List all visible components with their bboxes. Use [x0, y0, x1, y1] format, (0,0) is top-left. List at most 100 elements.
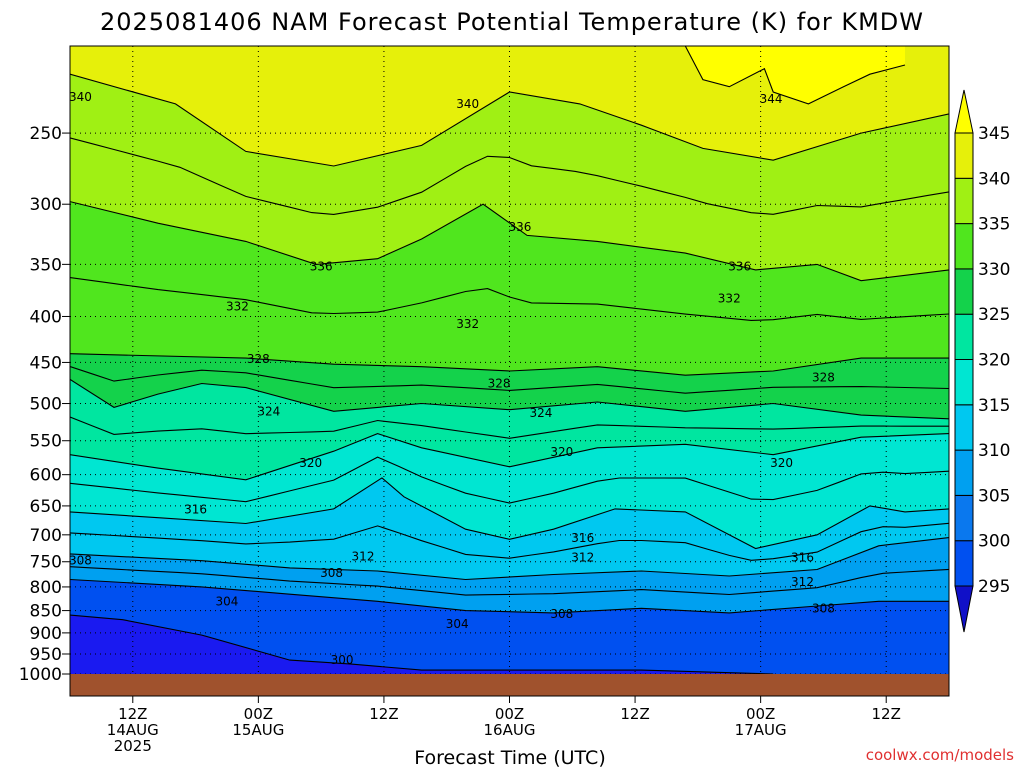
- colorbar-label: 345: [978, 124, 1010, 144]
- band-fill-below-300: [70, 615, 774, 674]
- colorbar-label: 325: [978, 305, 1010, 325]
- colorbar-label: 335: [978, 215, 1010, 235]
- y-tick-label: 550: [30, 432, 62, 452]
- x-tick-label: 12Z: [620, 705, 649, 723]
- y-tick-label: 950: [30, 645, 62, 665]
- isoline-325: [70, 378, 949, 420]
- colorbar-label: 300: [978, 532, 1010, 552]
- colorbar-label: 310: [978, 441, 1010, 461]
- x-tick-label: 00Z: [746, 705, 775, 723]
- colorbar-segment-340: [954, 132, 974, 179]
- y-tick-label: 350: [30, 255, 62, 275]
- isoline-337: [70, 137, 949, 215]
- colorbar-segment-above-345: [954, 89, 974, 134]
- x-tick-label: 2025: [114, 737, 152, 755]
- contour-label: 332: [456, 317, 479, 331]
- contour-label: 308: [69, 554, 92, 568]
- x-tick-label: 00Z: [495, 705, 524, 723]
- colorbar-label: 295: [978, 577, 1010, 597]
- contour-label: 304: [446, 617, 469, 631]
- isoline-307: [70, 566, 949, 596]
- contour-label: 320: [770, 456, 793, 470]
- chart-title: 2025081406 NAM Forecast Potential Temper…: [100, 8, 924, 36]
- contour-label: 316: [571, 531, 594, 545]
- isoline-335: [70, 201, 949, 282]
- isoline-340: [70, 73, 949, 167]
- y-tick-label: 900: [30, 624, 62, 644]
- colorbar-segment-300: [954, 494, 974, 542]
- contour-label: 336: [310, 260, 333, 274]
- y-tick-label: 800: [30, 578, 62, 598]
- y-tick-label: 300: [30, 195, 62, 215]
- y-tick-label: 700: [30, 526, 62, 546]
- contour-label: 324: [529, 406, 552, 420]
- band-fill-345: [685, 46, 905, 104]
- y-tick-label: 850: [30, 602, 62, 622]
- contour-label: 340: [69, 90, 92, 104]
- y-tick-label: 450: [30, 353, 62, 373]
- isoline-345: [684, 46, 906, 105]
- colorbar-segment-below-295: [954, 585, 974, 633]
- contour-label: 340: [456, 97, 479, 111]
- isoline-310: [70, 537, 949, 581]
- colorbar-segment-320: [954, 313, 974, 361]
- isoline-305: [70, 578, 949, 614]
- contour-label: 328: [247, 352, 270, 366]
- contour-labels: 340 340 344 336 336 336 332 332 332 328 328 328 324 3…: [69, 90, 835, 667]
- contour-label: 332: [718, 291, 741, 305]
- colorbar-segment-335: [954, 177, 974, 225]
- contour-label: 308: [550, 607, 573, 621]
- isoline-330: [70, 353, 949, 376]
- colorbar-label: 330: [978, 260, 1010, 280]
- x-tick-label: 12Z: [118, 705, 147, 723]
- contour-label: 344: [760, 92, 783, 106]
- isoline-327: [70, 365, 949, 394]
- isoline-312: [70, 522, 949, 561]
- y-tick-label: 1000: [19, 665, 62, 685]
- x-tick-label: 14AUG: [107, 721, 159, 739]
- x-tick-label: 15AUG: [232, 721, 284, 739]
- contour-label: 320: [299, 456, 322, 470]
- y-tick-label: 650: [30, 497, 62, 517]
- contour-label: 320: [550, 445, 573, 459]
- y-axis: 2503003504004505005506006507007508008509…: [19, 124, 70, 685]
- colorbar-segment-330: [954, 223, 974, 270]
- contour-label: 312: [791, 575, 814, 589]
- colorbar-label: 305: [978, 486, 1010, 506]
- filled-contours: [70, 46, 949, 674]
- contour-lines: [70, 46, 949, 674]
- colorbar-label: 340: [978, 169, 1010, 189]
- colorbar-label: 315: [978, 396, 1010, 416]
- contour-label: 308: [812, 601, 835, 615]
- contour-label: 328: [488, 377, 511, 391]
- x-tick-label: 00Z: [244, 705, 273, 723]
- x-tick-label: 16AUG: [484, 721, 536, 739]
- contour-label: 316: [184, 502, 207, 516]
- credit-text: coolwx.com/models: [866, 746, 1014, 764]
- y-tick-label: 500: [30, 395, 62, 415]
- contour-label: 304: [216, 594, 239, 608]
- contour-label: 300: [331, 653, 354, 667]
- y-tick-label: 750: [30, 553, 62, 573]
- plot-area: 340 340 344 336 336 336 332 332 332 328 328 328 324 3…: [69, 46, 949, 674]
- contour-label: 336: [728, 260, 751, 274]
- ground-strip: [70, 674, 949, 696]
- contour-label: 332: [226, 300, 249, 314]
- isoline-300: [70, 614, 774, 674]
- colorbar-segment-295: [954, 540, 974, 587]
- isoline-322: [70, 416, 949, 439]
- contour-label: 328: [812, 371, 835, 385]
- y-tick-label: 400: [30, 307, 62, 327]
- y-tick-label: 250: [30, 124, 62, 144]
- y-tick-label: 600: [30, 466, 62, 486]
- colorbar-segment-325: [954, 268, 974, 315]
- colorbar-segment-310: [954, 404, 974, 451]
- x-axis-label: Forecast Time (UTC): [414, 747, 605, 768]
- contour-label: 324: [257, 404, 280, 418]
- contour-label: 312: [571, 551, 594, 565]
- colorbar-legend: 295 300 305 310 315 320 325 330 335 340 345: [954, 89, 1010, 633]
- isoline-315: [70, 477, 949, 550]
- x-tick-label: 12Z: [872, 705, 901, 723]
- isoline-317: [70, 456, 949, 504]
